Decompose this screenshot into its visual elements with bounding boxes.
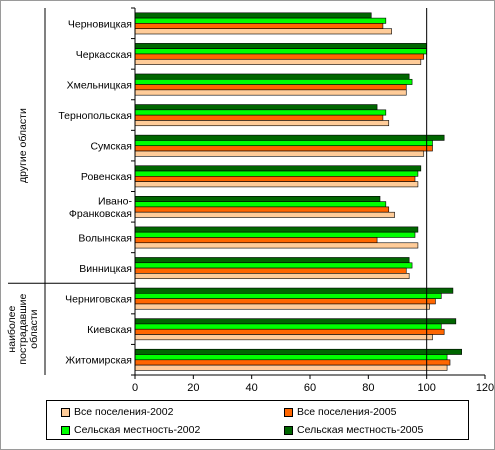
bar [134, 165, 422, 172]
x-tick-label: 100 [417, 382, 435, 394]
bar [134, 73, 410, 80]
legend-label: Все поселения-2002 [74, 406, 174, 418]
chart-legend: Все поселения-2002 Все поселения-2005 Се… [46, 400, 469, 440]
bar [134, 354, 448, 361]
bar [134, 43, 427, 49]
category-label: Хмельницкая [67, 80, 132, 92]
category-label: Сумская [90, 141, 132, 153]
bar [134, 145, 433, 152]
x-tick-label: 120 [476, 382, 494, 394]
bar [134, 303, 430, 310]
bar [134, 262, 413, 269]
category-label: Житомирская [65, 355, 132, 367]
bar [134, 196, 381, 202]
bar [134, 364, 448, 371]
bar [134, 211, 395, 218]
bar [134, 242, 419, 249]
category-label: Ивано- [98, 196, 132, 208]
legend-swatch [61, 425, 70, 435]
category-label: Волынская [78, 232, 132, 244]
bar [134, 78, 413, 85]
bar [134, 140, 433, 147]
bar [134, 58, 422, 65]
bar [134, 109, 387, 116]
legend-swatch [61, 407, 70, 417]
legend-label: Сельская местность-2005 [297, 424, 424, 436]
bar [134, 206, 390, 213]
legend-item: Сельская местность-2002 [61, 423, 200, 437]
bar [134, 328, 445, 335]
x-tick-label: 60 [304, 382, 316, 394]
bar [134, 226, 419, 233]
category-label: Тернопольская [58, 110, 132, 122]
group-label: пострадавшие [17, 293, 29, 364]
bar [134, 181, 419, 188]
x-tick-label: 20 [187, 382, 199, 394]
bar [134, 84, 407, 91]
bar [134, 201, 387, 208]
category-label: Черкасская [76, 49, 132, 61]
legend-swatch [284, 407, 293, 417]
legend-item: Все поселения-2005 [284, 405, 396, 419]
bar [134, 134, 445, 141]
bar [134, 273, 410, 279]
legend-item: Сельская местность-2005 [284, 423, 423, 437]
bar [134, 348, 462, 355]
group-label: другие области [17, 108, 29, 183]
bar [134, 12, 372, 19]
bar [134, 170, 419, 177]
bar [134, 334, 433, 341]
bar [134, 120, 390, 127]
bar [134, 293, 442, 299]
bar [134, 298, 436, 305]
bar [134, 104, 378, 111]
bar [134, 323, 442, 330]
category-label: Франковская [69, 208, 132, 220]
legend-swatch [284, 425, 293, 435]
category-label: Черниговская [65, 294, 132, 306]
x-tick-label: 40 [246, 382, 258, 394]
group-label: наиболее [6, 305, 18, 352]
bar [134, 17, 387, 24]
category-label: Винницкая [79, 263, 132, 275]
category-label: Черновицкая [68, 18, 132, 30]
bar [134, 48, 427, 55]
bar [134, 114, 384, 121]
bar [134, 89, 407, 96]
group-label: области [28, 309, 40, 348]
bar [134, 318, 457, 325]
bar [134, 237, 378, 244]
bar [134, 176, 416, 182]
bar [134, 359, 451, 366]
bar [134, 53, 425, 60]
bar [134, 28, 392, 35]
x-tick-label: 80 [362, 382, 374, 394]
category-label: Ровенская [81, 171, 132, 183]
bar [134, 231, 416, 238]
x-tick-label: 0 [132, 382, 138, 394]
legend-label: Сельская местность-2002 [74, 424, 201, 436]
bar [134, 267, 407, 274]
category-label: Киевская [87, 324, 132, 336]
bar [134, 287, 454, 294]
bar [134, 257, 410, 264]
legend-item: Все поселения-2002 [61, 405, 173, 419]
bar [134, 23, 384, 29]
legend-label: Все поселения-2005 [297, 406, 397, 418]
bar [134, 150, 425, 157]
